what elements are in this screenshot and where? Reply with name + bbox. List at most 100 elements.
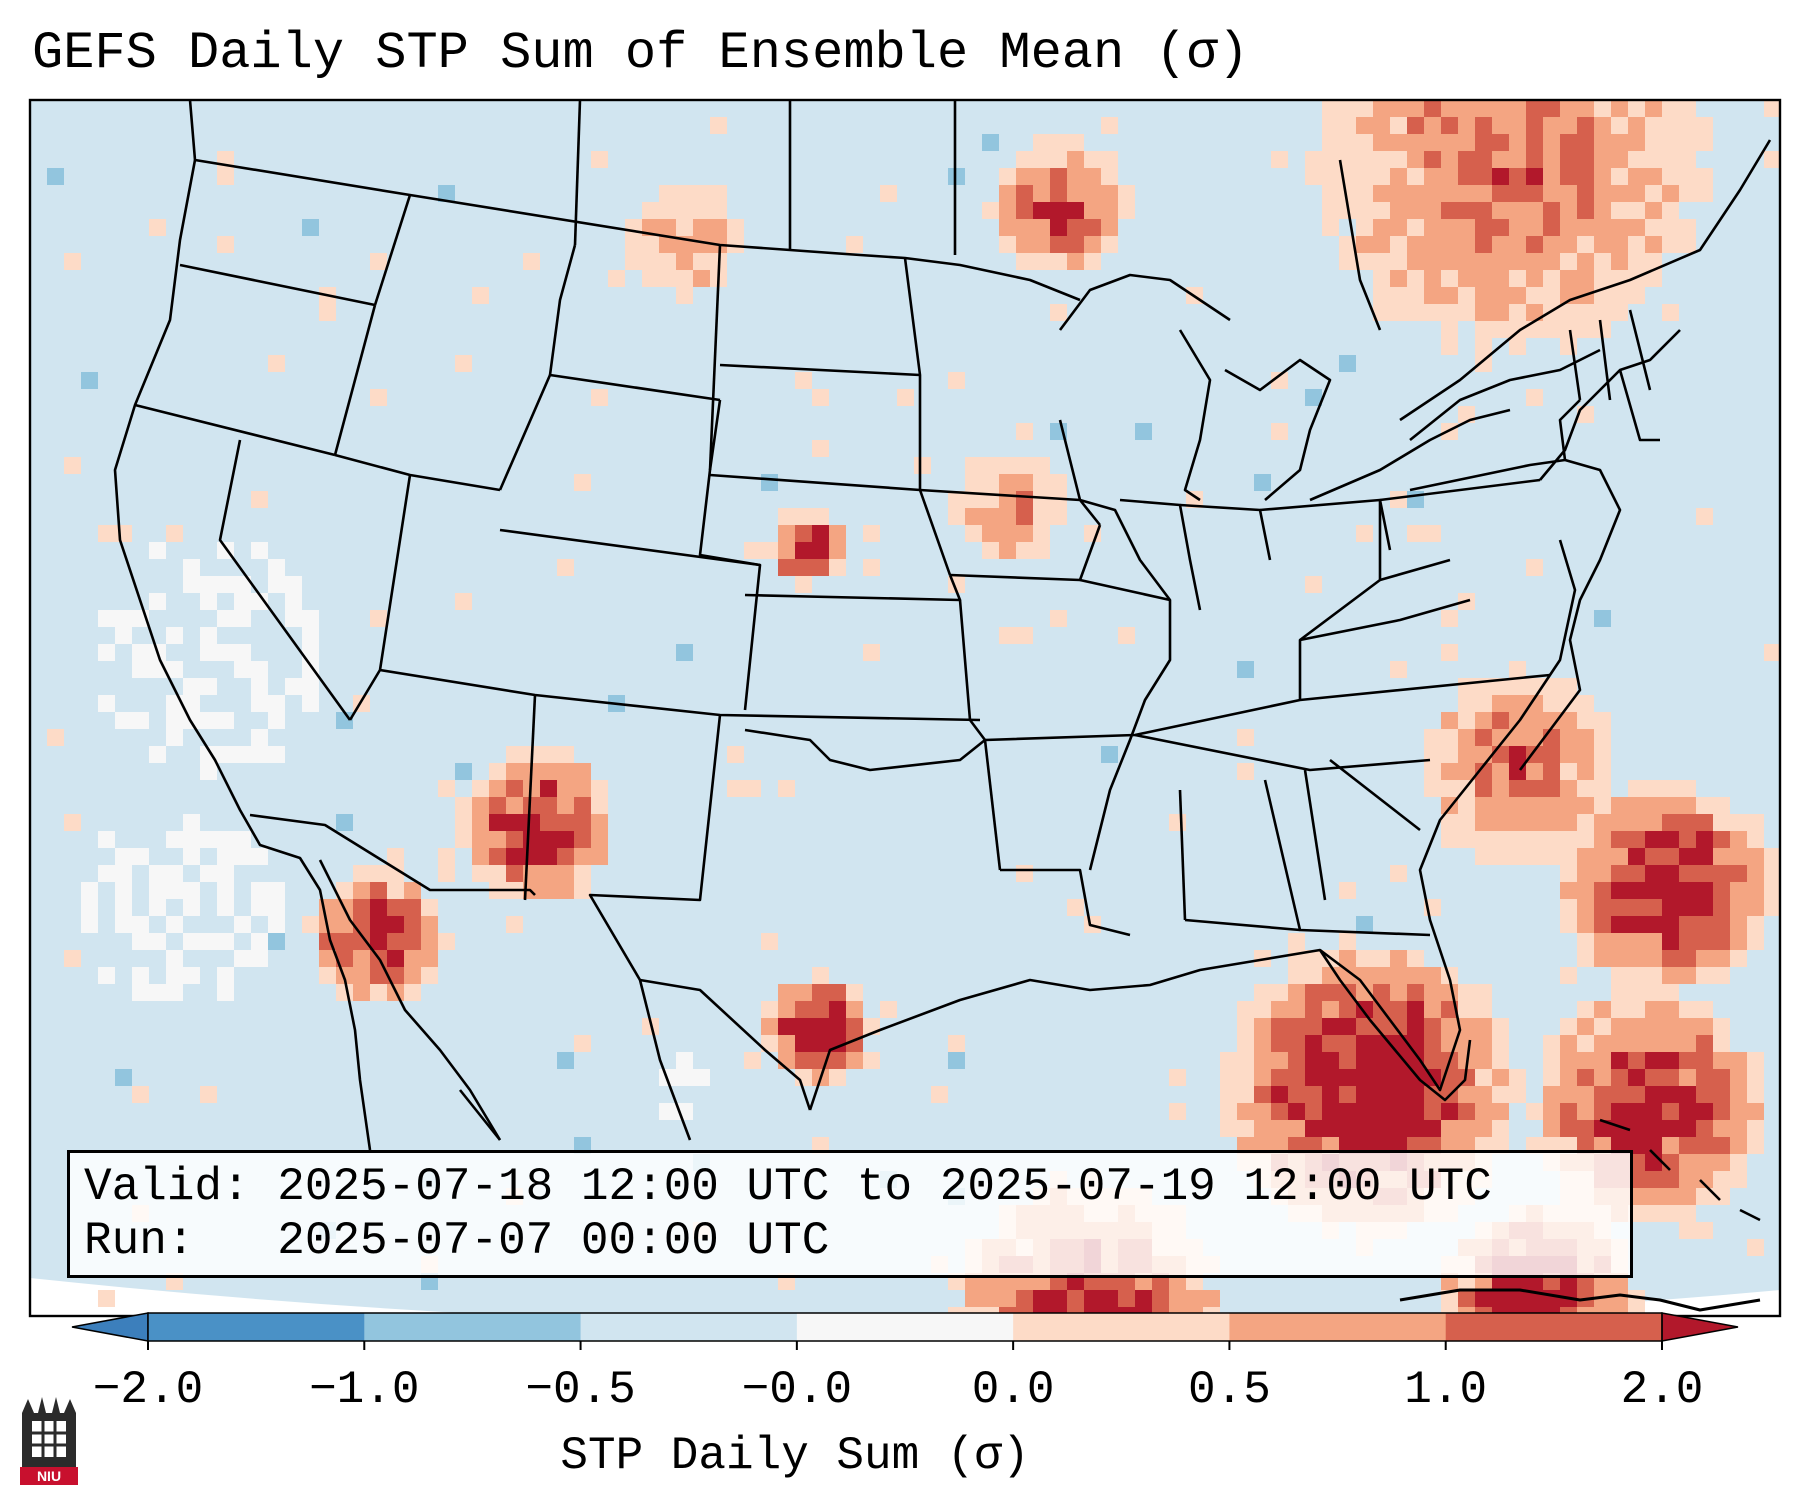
stp-cell (183, 678, 200, 695)
stp-cell (1560, 1035, 1577, 1052)
stp-cell (1645, 916, 1662, 933)
stp-cell (1084, 185, 1101, 202)
stp-cell (268, 916, 285, 933)
stp-cell (1475, 355, 1492, 372)
stp-cell (149, 984, 166, 1001)
stp-cell (540, 882, 557, 899)
stp-cell (1254, 1120, 1271, 1137)
stp-cell (965, 1290, 982, 1307)
stp-cell (1373, 253, 1390, 270)
stp-cell (1271, 1103, 1288, 1120)
stp-cell (1339, 933, 1356, 950)
stp-cell (1543, 831, 1560, 848)
stp-cell (132, 712, 149, 729)
stp-cell (1339, 1052, 1356, 1069)
stp-cell (1747, 1137, 1764, 1154)
stp-cell (1356, 1120, 1373, 1137)
stp-cell (455, 797, 472, 814)
stp-cell (1424, 763, 1441, 780)
stp-cell (1458, 219, 1475, 236)
stp-cell (1679, 100, 1696, 117)
stp-cell (1288, 1018, 1305, 1035)
stp-cell (1679, 1035, 1696, 1052)
stp-cell (1696, 1103, 1713, 1120)
stp-cell (1407, 1069, 1424, 1086)
stp-cell (1526, 848, 1543, 865)
stp-cell (1220, 1086, 1237, 1103)
stp-cell (234, 848, 251, 865)
stp-cell (1594, 253, 1611, 270)
stp-cell (1373, 1137, 1390, 1154)
stp-cell (1373, 202, 1390, 219)
stp-cell (1373, 236, 1390, 253)
stp-cell (1543, 270, 1560, 287)
stp-cell (1628, 1120, 1645, 1137)
stp-cell (1747, 1120, 1764, 1137)
stp-cell (1016, 457, 1033, 474)
stp-cell (1016, 491, 1033, 508)
stp-cell (1373, 100, 1390, 117)
stp-cell (1560, 746, 1577, 763)
stp-cell (1407, 185, 1424, 202)
stp-cell (353, 967, 370, 984)
stp-cell (166, 882, 183, 899)
stp-cell (557, 1052, 574, 1069)
stp-cell (795, 1018, 812, 1035)
stp-cell (1543, 287, 1560, 304)
stp-cell (1322, 202, 1339, 219)
stp-cell (1254, 984, 1271, 1001)
stp-cell (1356, 1086, 1373, 1103)
stp-cell (1509, 219, 1526, 236)
stp-cell (1424, 185, 1441, 202)
stp-cell (1067, 236, 1084, 253)
stp-cell (557, 746, 574, 763)
stp-cell (1373, 1069, 1390, 1086)
stp-cell (387, 916, 404, 933)
stp-cell (251, 882, 268, 899)
stp-cell (1560, 1137, 1577, 1154)
stp-cell (1101, 1290, 1118, 1307)
stp-cell (1713, 1188, 1730, 1205)
stp-cell (489, 780, 506, 797)
run-time-text: Run: 2025-07-07 00:00 UTC (84, 1215, 830, 1267)
stp-cell (1356, 134, 1373, 151)
stp-cell (1662, 236, 1679, 253)
stp-cell (268, 882, 285, 899)
stp-cell (115, 865, 132, 882)
stp-cell (1628, 797, 1645, 814)
stp-cell (1747, 916, 1764, 933)
stp-cell (1305, 1052, 1322, 1069)
stp-cell (1560, 100, 1577, 117)
stp-cell (1458, 202, 1475, 219)
stp-cell (1577, 865, 1594, 882)
stp-cell (1424, 1120, 1441, 1137)
stp-cell (1679, 865, 1696, 882)
stp-cell (1118, 1307, 1135, 1316)
stp-cell (387, 865, 404, 882)
stp-cell (1237, 1018, 1254, 1035)
colorbar-frame (147, 1312, 1663, 1342)
stp-cell (506, 848, 523, 865)
stp-cell (982, 202, 999, 219)
stp-cell (1696, 1069, 1713, 1086)
stp-cell (1662, 865, 1679, 882)
stp-cell (1594, 134, 1611, 151)
stp-cell (251, 746, 268, 763)
stp-cell (1594, 1001, 1611, 1018)
stp-cell (1356, 984, 1373, 1001)
stp-cell (404, 950, 421, 967)
stp-cell (1611, 916, 1628, 933)
stp-cell (1492, 185, 1509, 202)
stp-cell (642, 202, 659, 219)
stp-cell (1237, 1103, 1254, 1120)
stp-cell (1662, 1018, 1679, 1035)
stp-cell (1594, 1103, 1611, 1120)
stp-cell (1730, 1171, 1747, 1188)
stp-cell (659, 236, 676, 253)
stp-cell (1594, 168, 1611, 185)
stp-cell (1458, 117, 1475, 134)
stp-cell (64, 253, 81, 270)
stp-cell (149, 882, 166, 899)
stp-cell (1679, 933, 1696, 950)
stp-cell (659, 219, 676, 236)
